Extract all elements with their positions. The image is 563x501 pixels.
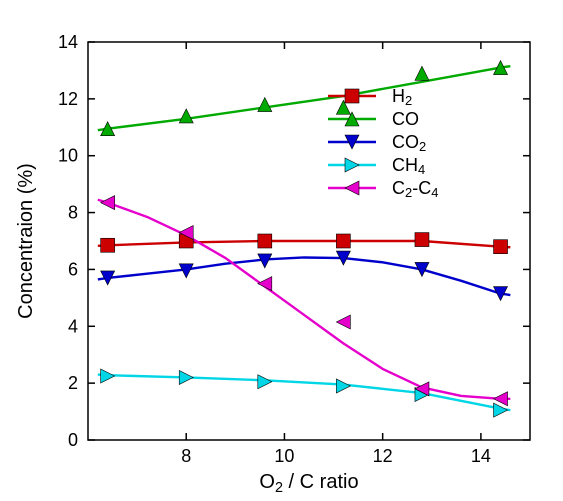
y-tick-label: 4 (68, 316, 78, 336)
concentration-vs-o2c-chart: 8 10 12 14 0 2 4 6 8 10 12 14 O2 / C ratio Concentrai… (0, 0, 563, 501)
x-tick-label: 14 (471, 446, 491, 466)
y-tick-label: 10 (58, 146, 78, 166)
chart-container: 8 10 12 14 0 2 4 6 8 10 12 14 O2 / C ratio Concentrai… (0, 0, 563, 501)
y-tick-label: 0 (68, 430, 78, 450)
y-tick-label: 6 (68, 259, 78, 279)
x-tick-label: 8 (181, 446, 191, 466)
y-tick-label: 8 (68, 203, 78, 223)
x-tick-label: 12 (373, 446, 393, 466)
y-tick-label: 2 (68, 373, 78, 393)
legend-label: CO (392, 109, 419, 129)
x-tick-label: 10 (274, 446, 294, 466)
x-axis-label: O2 / C ratio (259, 471, 358, 496)
y-axis-label: Concentraion (%) (15, 163, 37, 319)
y-tick-label: 12 (58, 89, 78, 109)
y-tick-label: 14 (58, 32, 78, 52)
